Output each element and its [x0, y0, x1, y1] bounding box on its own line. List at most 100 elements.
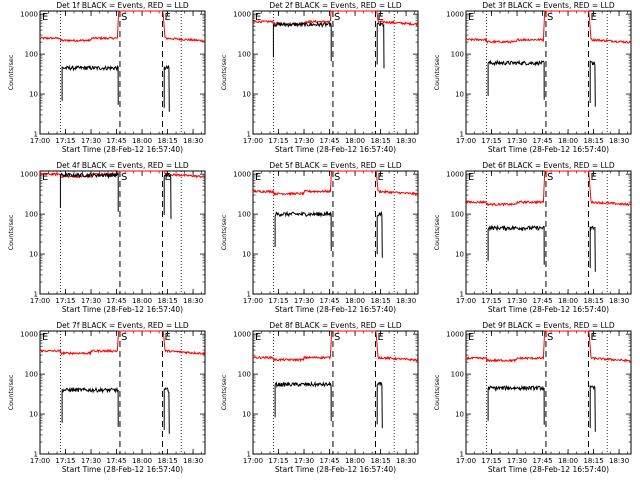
plot-frame — [465, 10, 632, 135]
y-tick-label: 1 — [247, 291, 251, 299]
x-tick-label: 17:15 — [481, 137, 501, 145]
x-axis-label: Start Time (28-Feb-12 16:57:40) — [62, 305, 183, 314]
x-tick-label: 17:15 — [268, 457, 288, 465]
x-tick-label: 18:30 — [609, 137, 629, 145]
events-series-line — [487, 384, 545, 425]
x-tick-label: 17:45 — [319, 457, 339, 465]
x-tick-label: 17:45 — [532, 297, 552, 305]
marker-S: S — [334, 12, 340, 23]
y-tick-label: 1 — [460, 451, 464, 459]
y-tick-label: 1000 — [20, 331, 38, 339]
chart-title: Det 1f BLACK = Events, RED = LLD — [56, 1, 189, 10]
marker-S: S — [547, 332, 553, 343]
x-tick-label: 17:00 — [243, 137, 263, 145]
y-tick-label: 1000 — [20, 171, 38, 179]
x-tick-label: 18:00 — [132, 457, 152, 465]
y-tick-label: 1000 — [446, 171, 464, 179]
lld-series-line — [39, 10, 206, 43]
x-tick-label: 18:30 — [609, 457, 629, 465]
marker-E-right: E — [377, 12, 383, 23]
x-tick-label: 17:00 — [30, 137, 50, 145]
y-tick-label: 1000 — [233, 171, 251, 179]
x-axis-label: Start Time (28-Feb-12 16:57:40) — [275, 145, 396, 154]
chart-title: Det 6f BLACK = Events, RED = LLD — [482, 161, 615, 170]
marker-E-left: E — [468, 12, 474, 23]
x-tick-label: 18:00 — [558, 297, 578, 305]
chart-title: Det 9f BLACK = Events, RED = LLD — [482, 321, 615, 330]
chart-title: Det 5f BLACK = Events, RED = LLD — [269, 161, 402, 170]
y-axis-label: Counts/sec — [220, 214, 228, 250]
x-tick-label: 17:45 — [532, 457, 552, 465]
y-tick-label: 100 — [451, 371, 464, 379]
marker-E-right: E — [590, 172, 596, 183]
y-axis-label: Counts/sec — [7, 214, 15, 250]
chart-panel-9: Det 9f BLACK = Events, RED = LLD Counts/s… — [433, 321, 632, 474]
x-tick-label: 18:00 — [345, 457, 365, 465]
x-tick-label: 18:00 — [558, 137, 578, 145]
y-tick-label: 100 — [25, 371, 38, 379]
chart-panel-6: Det 6f BLACK = Events, RED = LLD Counts/s… — [433, 161, 632, 314]
x-tick-label: 18:00 — [345, 297, 365, 305]
chart-panel-5: Det 5f BLACK = Events, RED = LLD Counts/s… — [220, 161, 419, 314]
x-axis-label: Start Time (28-Feb-12 16:57:40) — [275, 305, 396, 314]
x-tick-label: 18:15 — [157, 137, 177, 145]
x-tick-label: 18:30 — [183, 457, 203, 465]
x-tick-label: 18:00 — [132, 137, 152, 145]
x-tick-label: 17:30 — [507, 457, 527, 465]
y-tick-label: 1000 — [446, 331, 464, 339]
y-axis-label: Counts/sec — [220, 54, 228, 90]
plot-frame — [465, 330, 632, 455]
marker-E-right: E — [164, 332, 170, 343]
marker-E-left: E — [255, 172, 261, 183]
x-tick-label: 17:45 — [532, 137, 552, 145]
marker-E-right: E — [377, 332, 383, 343]
plot-frame — [39, 10, 206, 135]
x-tick-label: 17:45 — [319, 137, 339, 145]
x-tick-label: 18:30 — [396, 137, 416, 145]
events-series-line — [274, 380, 332, 422]
events-series-line — [61, 386, 119, 427]
chart-panel-2: Det 2f BLACK = Events, RED = LLD Counts/s… — [220, 1, 419, 154]
y-tick-label: 1 — [460, 131, 464, 139]
y-tick-label: 10 — [242, 411, 251, 419]
x-tick-label: 17:45 — [106, 137, 126, 145]
marker-S: S — [121, 172, 127, 183]
marker-E-left: E — [468, 172, 474, 183]
x-tick-label: 17:00 — [456, 137, 476, 145]
x-tick-label: 17:00 — [456, 297, 476, 305]
marker-S: S — [334, 172, 340, 183]
events-resume-line — [589, 60, 596, 107]
y-tick-label: 1000 — [20, 11, 38, 19]
chart-title: Det 8f BLACK = Events, RED = LLD — [269, 321, 402, 330]
y-tick-label: 100 — [25, 211, 38, 219]
x-tick-label: 17:30 — [294, 457, 314, 465]
x-tick-label: 17:15 — [55, 297, 75, 305]
x-tick-label: 17:30 — [294, 297, 314, 305]
plot-frame — [39, 170, 206, 295]
x-axis-label: Start Time (28-Feb-12 16:57:40) — [62, 465, 183, 474]
x-tick-label: 17:30 — [507, 297, 527, 305]
x-tick-label: 18:15 — [157, 457, 177, 465]
marker-E-right: E — [164, 12, 170, 23]
chart-title: Det 2f BLACK = Events, RED = LLD — [269, 1, 402, 10]
y-axis-label: Counts/sec — [433, 374, 441, 410]
x-tick-label: 17:45 — [106, 297, 126, 305]
x-axis-label: Start Time (28-Feb-12 16:57:40) — [488, 145, 609, 154]
chart-panel-4: Det 4f BLACK = Events, RED = LLD Counts/s… — [7, 161, 206, 314]
x-tick-label: 18:30 — [396, 297, 416, 305]
x-tick-label: 17:45 — [319, 297, 339, 305]
x-tick-label: 18:15 — [583, 457, 603, 465]
plot-frame — [39, 330, 206, 455]
x-axis-label: Start Time (28-Feb-12 16:57:40) — [488, 465, 609, 474]
y-axis-label: Counts/sec — [7, 374, 15, 410]
x-tick-label: 17:00 — [456, 457, 476, 465]
x-tick-label: 17:30 — [294, 137, 314, 145]
x-tick-label: 17:30 — [81, 297, 101, 305]
events-resume-line — [376, 210, 383, 258]
y-tick-label: 1 — [34, 131, 38, 139]
events-series-line — [487, 59, 545, 100]
lld-series-line — [465, 170, 632, 207]
y-tick-label: 100 — [238, 211, 251, 219]
y-tick-label: 1000 — [446, 11, 464, 19]
y-tick-label: 10 — [242, 91, 251, 99]
